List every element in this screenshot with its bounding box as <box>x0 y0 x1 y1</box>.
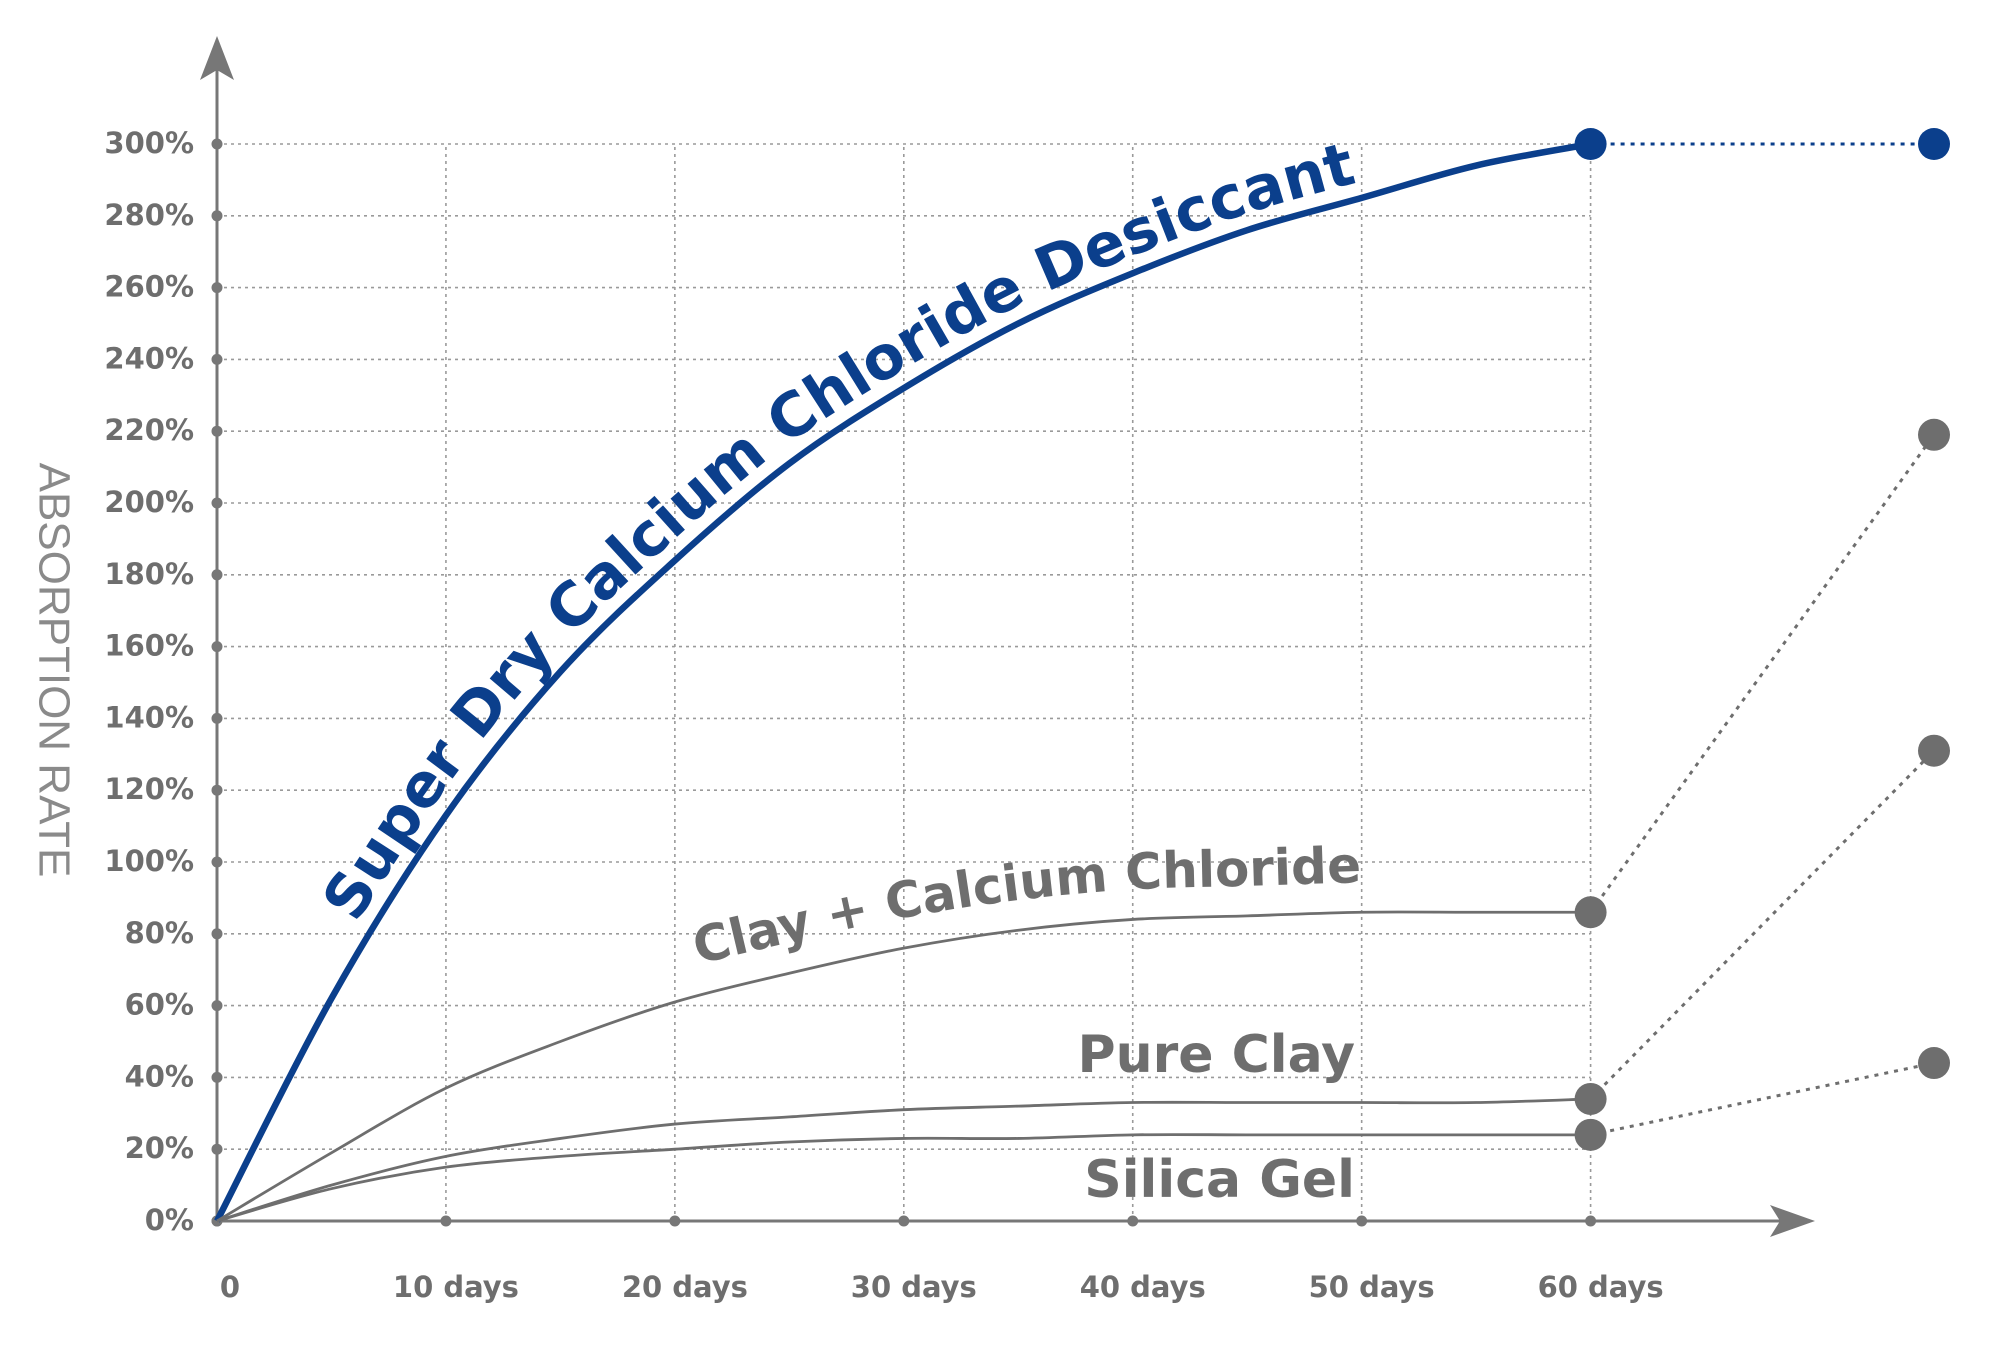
y-tick-mark <box>211 1000 223 1012</box>
y-tick-mark <box>211 1143 223 1155</box>
series-label: Clay + Calcium Chloride <box>687 836 1362 976</box>
y-tick-label: 100% <box>104 844 194 878</box>
x-tick-label: 40 days <box>1080 1270 1206 1304</box>
projection-point <box>1918 1047 1950 1080</box>
y-tick-label: 200% <box>104 485 194 519</box>
y-tick-mark <box>211 282 223 294</box>
series-line <box>216 1133 1591 1223</box>
end-point <box>1574 1082 1607 1115</box>
y-tick-mark <box>211 425 223 437</box>
x-tick-mark <box>440 1215 452 1227</box>
y-tick-label: 20% <box>125 1131 194 1165</box>
y-tick-label: 140% <box>104 700 194 734</box>
x-tick-mark <box>1127 1215 1139 1227</box>
y-axis-title: ABSORPTION RATE <box>29 463 78 878</box>
projection-line <box>1589 433 1936 914</box>
series-label: Silica Gel <box>1084 1150 1355 1210</box>
x-tick-label: 50 days <box>1309 1270 1435 1304</box>
projection-point <box>1918 734 1950 767</box>
x-tick-label: 0 <box>220 1270 240 1304</box>
series-label: Pure Clay <box>1077 1025 1355 1085</box>
y-tick-label: 220% <box>104 413 194 447</box>
y-tick-mark <box>211 569 223 581</box>
x-tick-label: 60 days <box>1538 1270 1664 1304</box>
y-tick-mark <box>211 497 223 509</box>
y-tick-label: 80% <box>125 916 194 950</box>
y-tick-mark <box>211 856 223 868</box>
x-tick-mark <box>898 1215 910 1227</box>
series-line <box>216 1097 1591 1223</box>
y-tick-mark <box>211 138 223 150</box>
y-tick-label: 120% <box>104 772 194 806</box>
projection-point <box>1918 128 1950 160</box>
y-tick-mark <box>211 353 223 365</box>
x-axis-arrow <box>1770 1205 1815 1237</box>
y-tick-label: 160% <box>104 629 194 663</box>
y-tick-label: 0% <box>145 1203 194 1237</box>
projection-line <box>1589 749 1936 1100</box>
y-axis-arrow <box>200 36 234 80</box>
x-tick-label: 20 days <box>622 1270 748 1304</box>
series-label: Super Dry Calcium Chloride Desiccant <box>309 129 1361 932</box>
end-point <box>1574 1118 1607 1151</box>
x-tick-label: 10 days <box>393 1270 519 1304</box>
end-point <box>1574 128 1607 160</box>
y-tick-label: 280% <box>104 198 194 232</box>
y-tick-mark <box>211 928 223 940</box>
series-label-text: Super Dry Calcium Chloride Desiccant <box>309 129 1361 932</box>
series-label-text: Clay + Calcium Chloride <box>687 836 1362 976</box>
y-tick-label: 180% <box>104 557 194 591</box>
y-tick-label: 260% <box>104 270 194 304</box>
y-tick-label: 240% <box>104 341 194 375</box>
x-tick-label: 30 days <box>851 1270 977 1304</box>
y-tick-mark <box>211 712 223 724</box>
series-line <box>216 910 1591 1223</box>
y-tick-label: 300% <box>104 126 194 160</box>
x-tick-mark <box>1356 1215 1368 1227</box>
end-point <box>1574 896 1607 929</box>
projection-point <box>1918 418 1950 451</box>
x-tick-mark <box>1585 1215 1597 1227</box>
y-tick-label: 40% <box>125 1059 194 1093</box>
x-tick-mark <box>669 1215 681 1227</box>
projection-line <box>1590 1061 1935 1137</box>
y-tick-mark <box>211 1071 223 1083</box>
y-tick-mark <box>211 641 223 653</box>
y-tick-label: 60% <box>125 988 194 1022</box>
y-tick-mark <box>211 210 223 222</box>
y-tick-mark <box>211 784 223 796</box>
series-line <box>214 140 1592 1223</box>
